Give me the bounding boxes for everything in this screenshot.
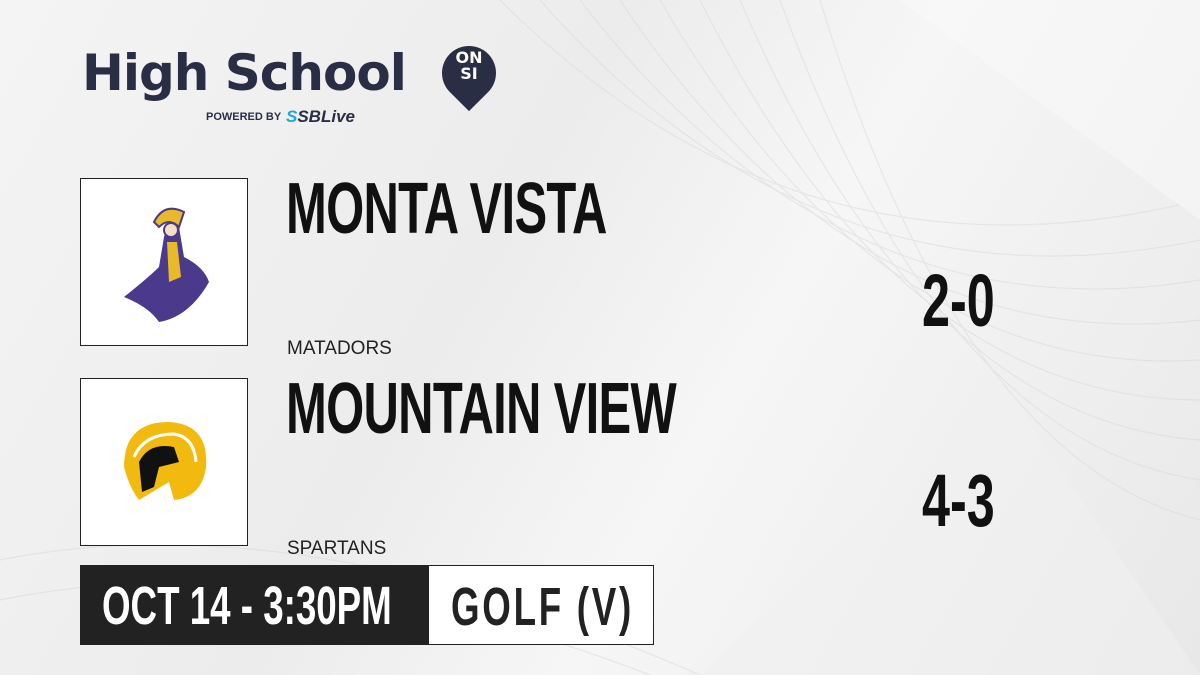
team-mascot: MATADORS <box>287 338 392 359</box>
team-record: 4-3 <box>922 458 1029 543</box>
event-datetime: OCT 14 - 3:30PM <box>80 565 428 645</box>
sblive-mark: S <box>286 107 298 126</box>
team-record-text: 2-0 <box>922 259 995 342</box>
team-record: 2-0 <box>922 258 1029 343</box>
on-si-badge: ON SI <box>448 50 490 82</box>
powered-by-label: POWERED BY <box>206 111 282 123</box>
team-logo-monta-vista <box>80 178 248 346</box>
badge-top: ON <box>455 48 483 67</box>
team-mascot: SPARTANS <box>287 538 387 559</box>
event-datetime-text: OCT 14 - 3:30PM <box>102 576 392 636</box>
team-name-text: MONTA VISTA <box>286 169 607 249</box>
team-logo-mountain-view <box>80 378 248 546</box>
badge-bottom: SI <box>460 64 478 83</box>
team-name: MOUNTAIN VIEW <box>286 368 860 450</box>
team-name: MONTA VISTA <box>286 168 758 250</box>
event-sport: GOLF (V) <box>428 565 654 645</box>
event-sport-text: GOLF (V) <box>451 577 634 637</box>
sblive-logo: SSBLive <box>286 107 355 127</box>
sblive-text: SBLive <box>297 107 355 126</box>
spartan-helmet-logo-icon <box>124 422 207 500</box>
matador-logo-icon <box>124 207 209 322</box>
team-name-text: MOUNTAIN VIEW <box>286 369 677 449</box>
team-record-text: 4-3 <box>922 459 995 542</box>
brand-title: High School <box>82 44 407 102</box>
